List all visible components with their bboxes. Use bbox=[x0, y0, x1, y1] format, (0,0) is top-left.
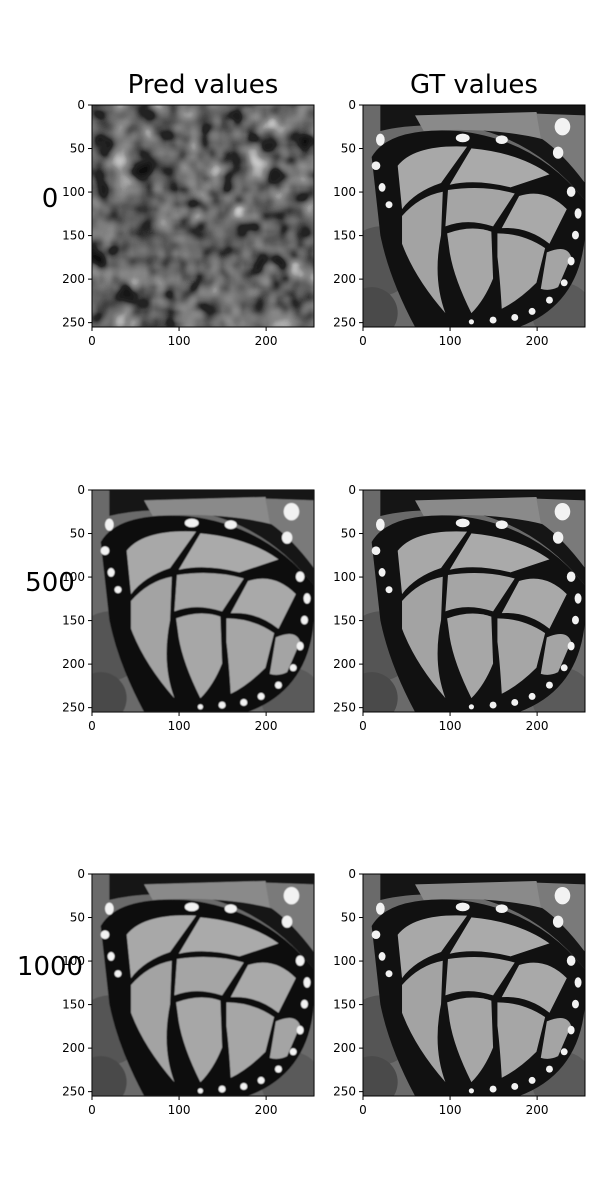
y-tick-label: 50 bbox=[70, 142, 85, 156]
x-tick-label: 200 bbox=[526, 1103, 549, 1117]
y-tick-label: 100 bbox=[333, 570, 356, 584]
x-tick-label: 200 bbox=[255, 719, 278, 733]
panel-pred-500: 0 100 200 0 50 100 150 200 250 bbox=[62, 483, 315, 733]
x-tick-label: 100 bbox=[439, 1103, 462, 1117]
x-tick-label: 200 bbox=[526, 719, 549, 733]
y-tick-label: 250 bbox=[333, 316, 356, 330]
axes-frame bbox=[362, 489, 586, 713]
y-tick-label: 200 bbox=[333, 272, 356, 286]
axes-frame bbox=[91, 489, 315, 713]
y-tick-label: 0 bbox=[348, 98, 356, 112]
row-label-1000: 1000 bbox=[16, 952, 84, 982]
y-tick-label: 100 bbox=[333, 185, 356, 199]
panel-gt-500: 0 100 200 0 50 100 150 200 250 bbox=[333, 483, 586, 733]
x-tick-label: 0 bbox=[88, 719, 96, 733]
x-tick-label: 100 bbox=[168, 334, 191, 348]
axes-frame bbox=[362, 873, 586, 1097]
y-tick-label: 50 bbox=[341, 911, 356, 925]
y-tick-label: 150 bbox=[333, 229, 356, 243]
y-tick-label: 200 bbox=[62, 272, 85, 286]
axes-frame bbox=[91, 104, 315, 328]
x-tick-label: 0 bbox=[88, 1103, 96, 1117]
image-gt-1000 bbox=[363, 874, 585, 1096]
x-tick-label: 200 bbox=[255, 1103, 278, 1117]
y-tick-label: 150 bbox=[62, 229, 85, 243]
axes-frame bbox=[362, 104, 586, 328]
image-gt-500 bbox=[363, 490, 585, 712]
y-tick-label: 200 bbox=[62, 657, 85, 671]
x-tick-label: 100 bbox=[439, 719, 462, 733]
image-gt-0 bbox=[363, 105, 585, 327]
y-tick-label: 150 bbox=[62, 614, 85, 628]
y-tick-label: 50 bbox=[341, 142, 356, 156]
y-tick-label: 50 bbox=[70, 527, 85, 541]
x-tick-label: 0 bbox=[359, 1103, 367, 1117]
y-tick-label: 0 bbox=[77, 867, 85, 881]
y-tick-label: 200 bbox=[62, 1041, 85, 1055]
row-label-0: 0 bbox=[41, 184, 59, 214]
axes-frame bbox=[91, 873, 315, 1097]
x-tick-label: 0 bbox=[359, 719, 367, 733]
x-tick-label: 0 bbox=[88, 334, 96, 348]
y-tick-label: 100 bbox=[62, 185, 85, 199]
y-tick-label: 150 bbox=[333, 614, 356, 628]
y-tick-label: 0 bbox=[77, 483, 85, 497]
y-tick-label: 0 bbox=[77, 98, 85, 112]
y-tick-label: 250 bbox=[62, 1085, 85, 1099]
x-tick-label: 100 bbox=[439, 334, 462, 348]
y-tick-label: 50 bbox=[70, 911, 85, 925]
x-tick-label: 100 bbox=[168, 1103, 191, 1117]
y-tick-label: 100 bbox=[62, 954, 85, 968]
y-tick-label: 150 bbox=[333, 998, 356, 1012]
column-title-pred: Pred values bbox=[127, 70, 279, 100]
y-tick-label: 250 bbox=[62, 701, 85, 715]
y-tick-label: 150 bbox=[62, 998, 85, 1012]
x-tick-label: 0 bbox=[359, 334, 367, 348]
y-tick-label: 50 bbox=[341, 527, 356, 541]
y-tick-label: 0 bbox=[348, 867, 356, 881]
column-title-gt: GT values bbox=[410, 70, 538, 100]
panel-gt-0: 0 100 200 0 50 100 150 200 250 bbox=[333, 98, 586, 348]
y-tick-label: 250 bbox=[333, 701, 356, 715]
panel-pred-1000: 0 100 200 0 50 100 150 200 250 bbox=[62, 867, 315, 1117]
y-tick-label: 200 bbox=[333, 657, 356, 671]
image-pred-500 bbox=[92, 490, 314, 712]
noise-image-pred-0 bbox=[92, 105, 314, 327]
y-tick-label: 0 bbox=[348, 483, 356, 497]
x-tick-label: 200 bbox=[255, 334, 278, 348]
x-tick-label: 200 bbox=[526, 334, 549, 348]
row-label-500: 500 bbox=[25, 568, 75, 598]
y-tick-label: 100 bbox=[62, 570, 85, 584]
panel-pred-0: 0 100 200 0 50 100 150 200 250 bbox=[62, 98, 315, 348]
panel-gt-1000: 0 100 200 0 50 100 150 200 250 bbox=[333, 867, 586, 1117]
x-tick-label: 100 bbox=[168, 719, 191, 733]
y-tick-label: 100 bbox=[333, 954, 356, 968]
y-tick-label: 200 bbox=[333, 1041, 356, 1055]
image-pred-1000 bbox=[92, 874, 314, 1096]
y-tick-label: 250 bbox=[333, 1085, 356, 1099]
y-tick-label: 250 bbox=[62, 316, 85, 330]
